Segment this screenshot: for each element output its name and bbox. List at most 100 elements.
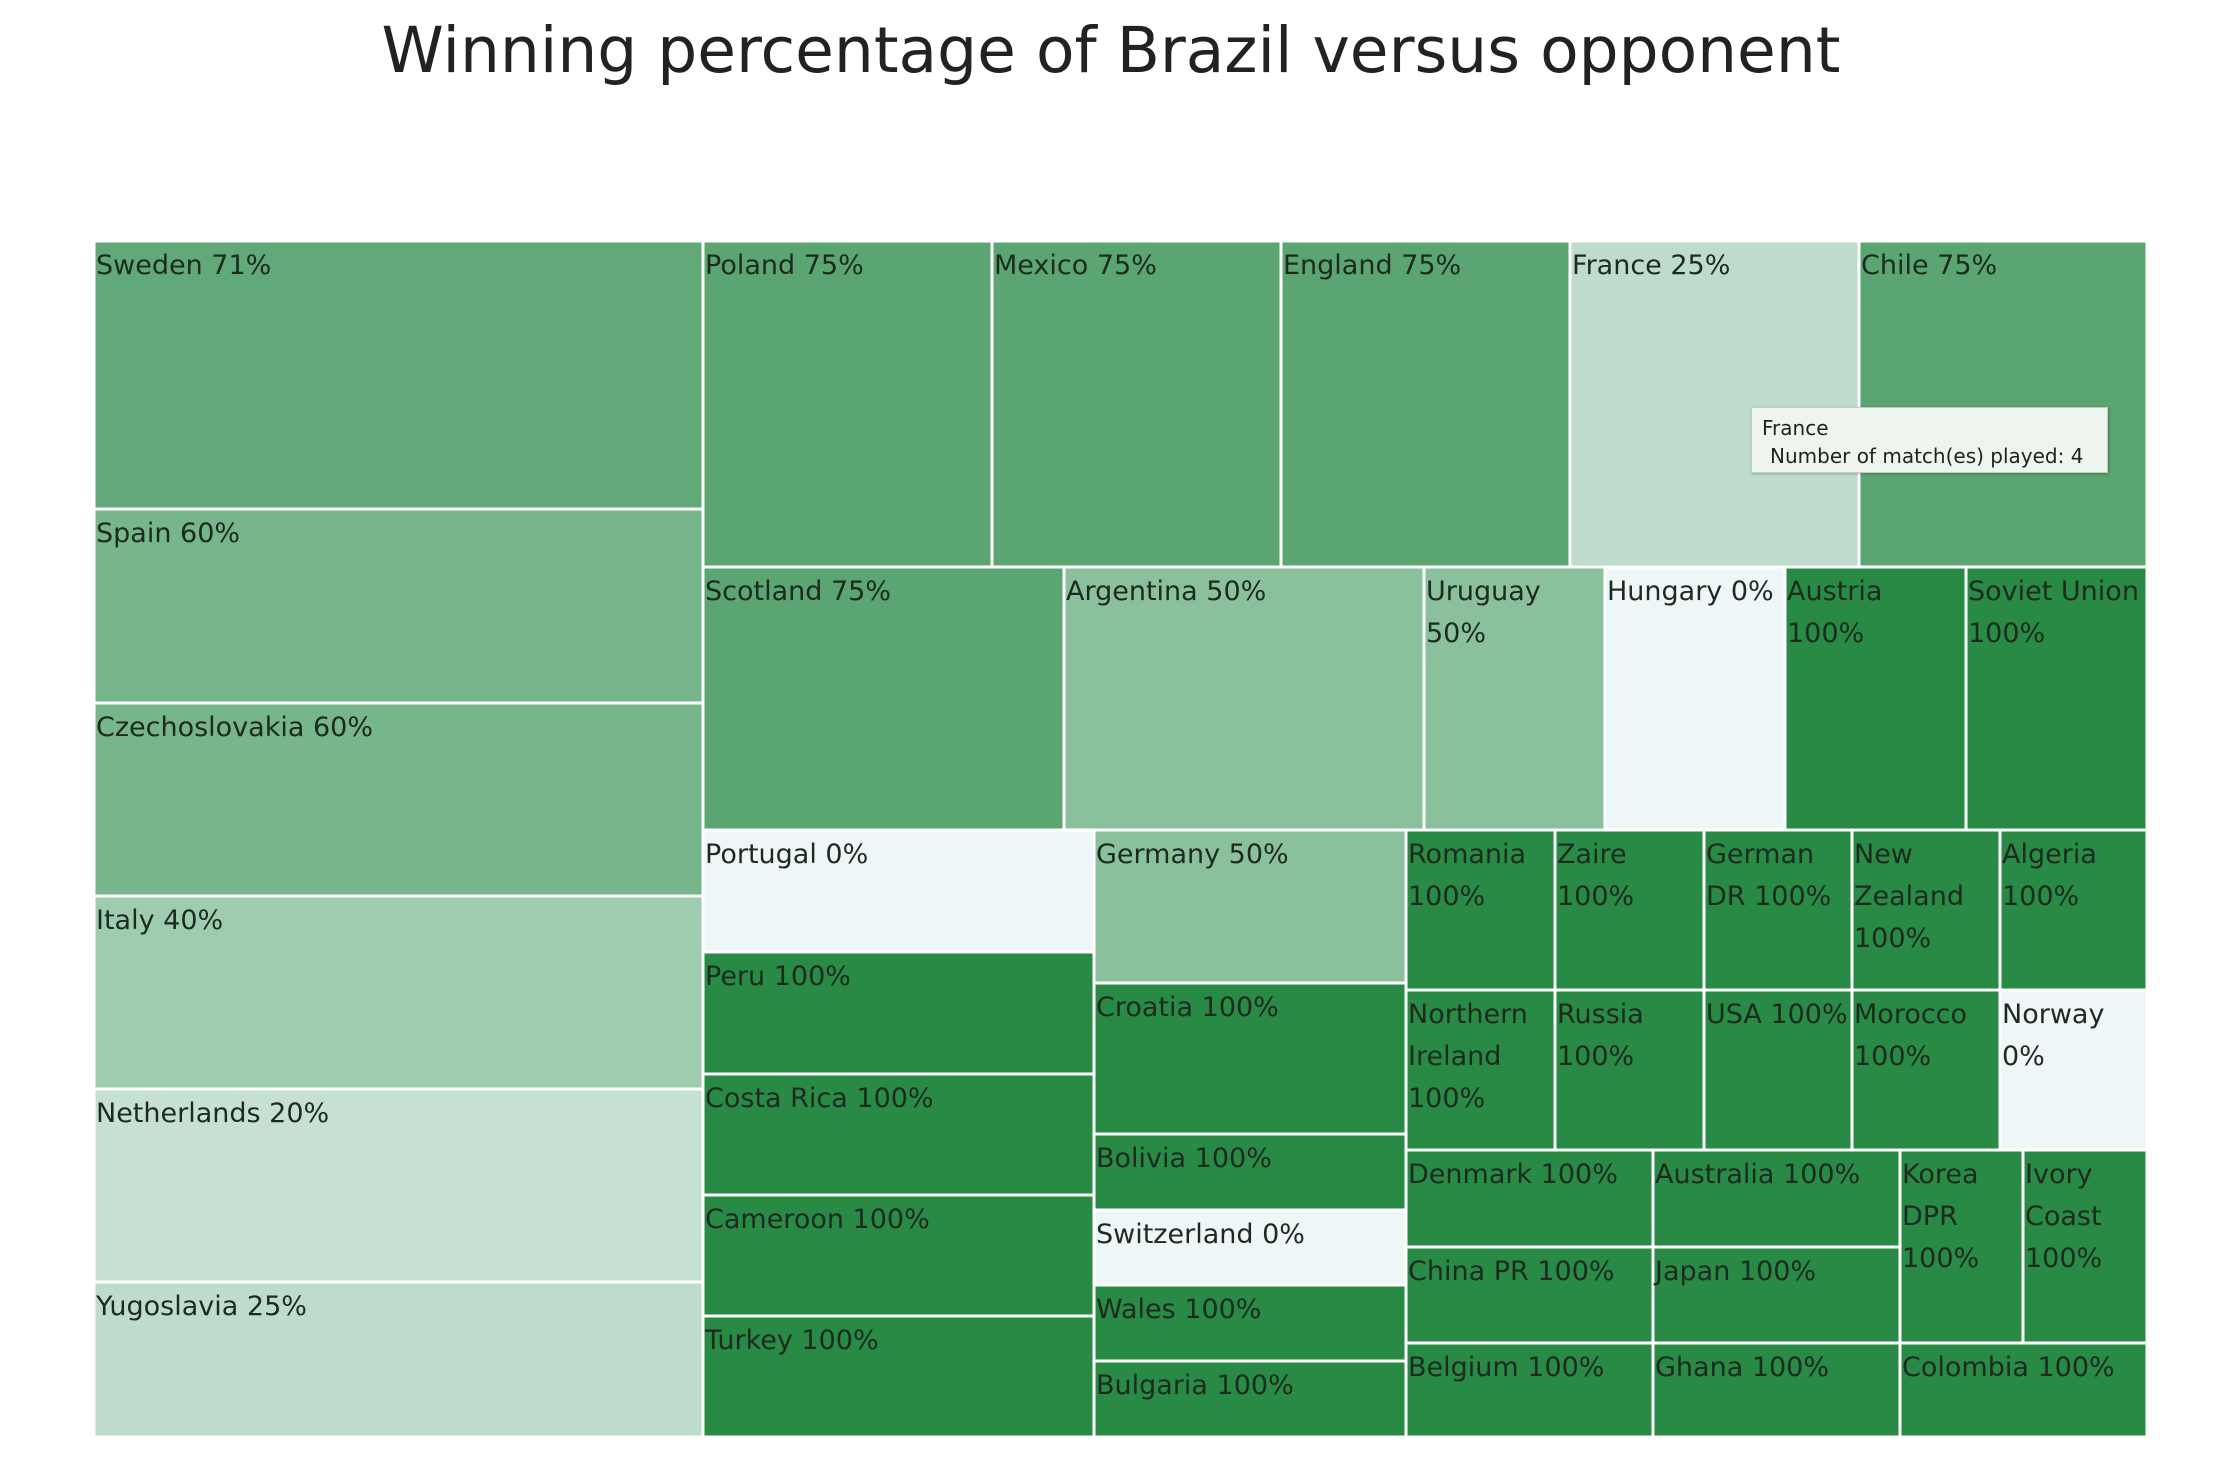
- treemap-cell-germany[interactable]: Germany 50%: [1092, 828, 1408, 985]
- treemap-label: France 25%: [1572, 250, 1730, 281]
- treemap-label: Denmark 100%: [1408, 1159, 1618, 1190]
- treemap-rect[interactable]: [92, 239, 705, 511]
- treemap-rect[interactable]: [1651, 1148, 1902, 1249]
- treemap-cell-costa-rica[interactable]: Costa Rica 100%: [701, 1072, 1096, 1197]
- treemap-label: Romania 100%: [1408, 839, 1526, 912]
- tooltip-detail: Number of match(es) played: 4: [1770, 444, 2084, 468]
- treemap-rect[interactable]: [701, 1314, 1096, 1439]
- treemap-label: Ivory Coast 100%: [2025, 1159, 2102, 1274]
- treemap-cell-colombia[interactable]: Colombia 100%: [1898, 1341, 2149, 1439]
- treemap-cell-croatia[interactable]: Croatia 100%: [1092, 981, 1408, 1136]
- treemap-cell-korea-dpr[interactable]: Korea DPR 100%: [1898, 1148, 2025, 1345]
- treemap-cell-german-dr[interactable]: German DR 100%: [1702, 828, 1854, 992]
- treemap-cell-poland[interactable]: Poland 75%: [701, 239, 994, 569]
- treemap-rect[interactable]: [701, 950, 1096, 1076]
- treemap-label: Mexico 75%: [994, 250, 1157, 281]
- treemap-rect[interactable]: [701, 828, 1096, 954]
- treemap-cell-algeria[interactable]: Algeria 100%: [1998, 828, 2149, 992]
- treemap-cell-japan[interactable]: Japan 100%: [1651, 1245, 1902, 1345]
- treemap-cell-scotland[interactable]: Scotland 75%: [701, 565, 1066, 832]
- treemap-cell-uruguay[interactable]: Uruguay 50%: [1422, 565, 1607, 832]
- treemap-rect[interactable]: [701, 239, 994, 569]
- treemap-rect[interactable]: [1898, 1341, 2149, 1439]
- treemap-rect[interactable]: [92, 1087, 705, 1284]
- treemap-rect[interactable]: [1092, 828, 1408, 985]
- treemap-rect[interactable]: [1857, 239, 2149, 569]
- treemap-cell-bolivia[interactable]: Bolivia 100%: [1092, 1132, 1408, 1212]
- treemap-cell-new-zealand[interactable]: New Zealand 100%: [1850, 828, 2002, 992]
- treemap-cell-sweden[interactable]: Sweden 71%: [92, 239, 705, 511]
- treemap-cell-spain[interactable]: Spain 60%: [92, 507, 705, 705]
- treemap-rect[interactable]: [1568, 239, 1861, 569]
- treemap-cell-czechoslovakia[interactable]: Czechoslovakia 60%: [92, 701, 705, 898]
- treemap-cell-morocco[interactable]: Morocco 100%: [1850, 988, 2002, 1152]
- treemap-cell-ghana[interactable]: Ghana 100%: [1651, 1341, 1902, 1439]
- treemap-rect[interactable]: [92, 894, 705, 1091]
- treemap-rect[interactable]: [1404, 1148, 1655, 1249]
- treemap-rect[interactable]: [1062, 565, 1426, 832]
- treemap-label: Czechoslovakia 60%: [96, 712, 373, 743]
- chart-title: Winning percentage of Brazil versus oppo…: [381, 14, 1841, 87]
- treemap-cell-zaire[interactable]: Zaire 100%: [1553, 828, 1706, 992]
- treemap-rect[interactable]: [1279, 239, 1572, 569]
- treemap-rect[interactable]: [92, 701, 705, 898]
- treemap-rect[interactable]: [1702, 988, 1854, 1152]
- treemap-label: Colombia 100%: [1902, 1352, 2115, 1383]
- treemap-cell-netherlands[interactable]: Netherlands 20%: [92, 1087, 705, 1284]
- treemap-cell-italy[interactable]: Italy 40%: [92, 894, 705, 1091]
- treemap-cell-yugoslavia[interactable]: Yugoslavia 25%: [92, 1280, 705, 1439]
- treemap-rect[interactable]: [1553, 988, 1706, 1152]
- treemap-rect[interactable]: [1404, 1245, 1655, 1345]
- treemap-cell-portugal[interactable]: Portugal 0%: [701, 828, 1096, 954]
- treemap-cell-romania[interactable]: Romania 100%: [1404, 828, 1557, 992]
- treemap-rect[interactable]: [92, 1280, 705, 1439]
- treemap-rect[interactable]: [1092, 1359, 1408, 1439]
- treemap-cell-chile[interactable]: Chile 75%: [1857, 239, 2149, 569]
- treemap-rect[interactable]: [1404, 1341, 1655, 1439]
- treemap-rect[interactable]: [1651, 1245, 1902, 1345]
- treemap-rect[interactable]: [1998, 828, 2149, 992]
- treemap-cell-russia[interactable]: Russia 100%: [1553, 988, 1706, 1152]
- treemap-label: Bulgaria 100%: [1096, 1370, 1294, 1401]
- treemap-cell-peru[interactable]: Peru 100%: [701, 950, 1096, 1076]
- treemap-rect[interactable]: [1092, 981, 1408, 1136]
- treemap-cell-cameroon[interactable]: Cameroon 100%: [701, 1193, 1096, 1318]
- treemap-cell-england[interactable]: England 75%: [1279, 239, 1572, 569]
- treemap-label: Ghana 100%: [1655, 1352, 1829, 1383]
- treemap-cell-denmark[interactable]: Denmark 100%: [1404, 1148, 1655, 1249]
- treemap-rect[interactable]: [990, 239, 1283, 569]
- treemap-cell-norway[interactable]: Norway 0%: [1998, 988, 2149, 1152]
- treemap-rect[interactable]: [1092, 1208, 1408, 1287]
- treemap-rect[interactable]: [1651, 1341, 1902, 1439]
- treemap-label: Portugal 0%: [705, 839, 868, 870]
- treemap-rect[interactable]: [1964, 565, 2149, 832]
- treemap-cell-austria[interactable]: Austria 100%: [1783, 565, 1968, 832]
- treemap-rect[interactable]: [1553, 828, 1706, 992]
- treemap-cell-northern-ireland[interactable]: Northern Ireland 100%: [1404, 988, 1557, 1152]
- treemap-rect[interactable]: [1422, 565, 1607, 832]
- treemap-label: Costa Rica 100%: [705, 1083, 934, 1114]
- treemap-cell-hungary[interactable]: Hungary 0%: [1603, 565, 1787, 832]
- treemap-label: Spain 60%: [96, 518, 240, 549]
- treemap-cell-ivory-coast[interactable]: Ivory Coast 100%: [2021, 1148, 2149, 1345]
- treemap-rect[interactable]: [1404, 988, 1557, 1152]
- treemap-cell-china-pr[interactable]: China PR 100%: [1404, 1245, 1655, 1345]
- treemap-cell-argentina[interactable]: Argentina 50%: [1062, 565, 1426, 832]
- treemap-cell-wales[interactable]: Wales 100%: [1092, 1283, 1408, 1363]
- treemap-rect[interactable]: [1783, 565, 1968, 832]
- treemap-cell-bulgaria[interactable]: Bulgaria 100%: [1092, 1359, 1408, 1439]
- treemap-cell-soviet-union[interactable]: Soviet Union 100%: [1964, 565, 2149, 832]
- treemap-rect[interactable]: [701, 1193, 1096, 1318]
- treemap-cell-france[interactable]: France 25%: [1568, 239, 1861, 569]
- treemap-cell-usa[interactable]: USA 100%: [1702, 988, 1854, 1152]
- treemap-label: Hungary 0%: [1607, 576, 1774, 607]
- treemap-cell-switzerland[interactable]: Switzerland 0%: [1092, 1208, 1408, 1287]
- treemap-cell-turkey[interactable]: Turkey 100%: [701, 1314, 1096, 1439]
- treemap-cell-mexico[interactable]: Mexico 75%: [990, 239, 1283, 569]
- treemap-rect[interactable]: [1404, 828, 1557, 992]
- treemap-cell-australia[interactable]: Australia 100%: [1651, 1148, 1902, 1249]
- treemap-rect[interactable]: [701, 1072, 1096, 1197]
- treemap-rect[interactable]: [92, 507, 705, 705]
- treemap-cell-belgium[interactable]: Belgium 100%: [1404, 1341, 1655, 1439]
- treemap-rect[interactable]: [1603, 565, 1787, 832]
